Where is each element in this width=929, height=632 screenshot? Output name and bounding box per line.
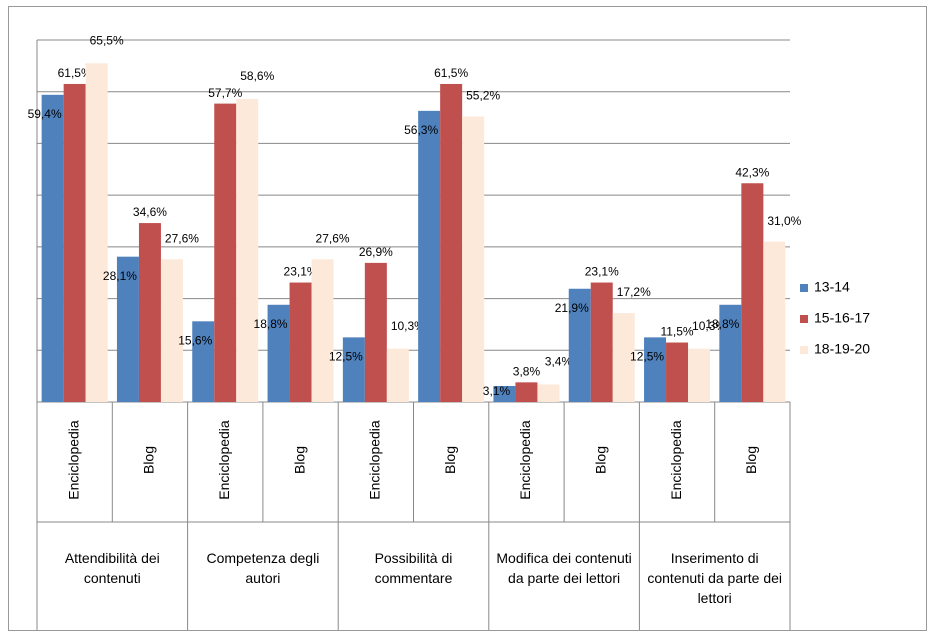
data-label: 58,6% bbox=[240, 69, 274, 83]
data-label: 10,3% bbox=[391, 319, 425, 333]
bar bbox=[267, 304, 290, 402]
bar bbox=[236, 98, 259, 402]
data-label: 34,6% bbox=[133, 205, 167, 219]
x-tick-label: Blog bbox=[743, 446, 759, 474]
bar bbox=[116, 256, 139, 402]
bar bbox=[418, 110, 441, 402]
data-label: 59,4% bbox=[28, 107, 62, 121]
bar bbox=[386, 348, 409, 402]
x-tick-label: Enciclopedia bbox=[668, 420, 684, 500]
data-label: 55,2% bbox=[466, 89, 500, 103]
data-label: 3,4% bbox=[545, 355, 573, 369]
legend-label: 15-16-17 bbox=[814, 310, 870, 326]
bar bbox=[462, 116, 485, 402]
data-label: 26,9% bbox=[359, 245, 393, 259]
bar bbox=[138, 223, 161, 402]
bar bbox=[342, 337, 365, 402]
data-label: 21,9% bbox=[555, 301, 589, 315]
bar bbox=[364, 262, 387, 402]
legend-swatch bbox=[800, 315, 808, 323]
bar bbox=[666, 342, 689, 402]
bar bbox=[63, 83, 86, 402]
legend-swatch bbox=[800, 284, 808, 292]
bar bbox=[289, 282, 312, 402]
data-label: 65,5% bbox=[90, 33, 124, 47]
data-label: 28,1% bbox=[103, 269, 137, 283]
data-label: 12,5% bbox=[630, 350, 664, 364]
data-label: 27,6% bbox=[165, 231, 199, 245]
bar bbox=[85, 63, 108, 403]
x-tick-label: Enciclopedia bbox=[517, 420, 533, 500]
bar bbox=[763, 241, 786, 402]
data-label: 56,3% bbox=[404, 123, 438, 137]
bar bbox=[590, 282, 613, 402]
group-label: Attendibilità dei contenuti bbox=[64, 550, 160, 586]
bar bbox=[741, 183, 764, 402]
x-tick-label: Enciclopedia bbox=[216, 420, 232, 500]
data-label: 12,5% bbox=[329, 350, 363, 364]
bar bbox=[612, 313, 635, 402]
data-label: 3,8% bbox=[513, 365, 541, 379]
bar bbox=[440, 83, 463, 402]
bar bbox=[41, 94, 64, 403]
legend-label: 13-14 bbox=[814, 279, 850, 295]
bar bbox=[192, 321, 215, 402]
data-label: 57,7% bbox=[208, 86, 242, 100]
legend-swatch bbox=[800, 346, 808, 354]
group-label: Modifica dei contenuti da parte dei lett… bbox=[496, 550, 632, 586]
data-label: 11,5% bbox=[660, 325, 693, 339]
data-label: 61,5% bbox=[434, 66, 468, 80]
bar bbox=[493, 385, 516, 402]
bar bbox=[160, 259, 183, 402]
group-label: Competenza degli autori bbox=[206, 550, 320, 586]
bar bbox=[515, 382, 538, 402]
x-tick-label: Enciclopedia bbox=[65, 420, 81, 500]
x-tick-label: Enciclopedia bbox=[367, 420, 383, 500]
data-label: 42,3% bbox=[735, 165, 769, 179]
data-label: 31,0% bbox=[767, 214, 801, 228]
data-label: 27,6% bbox=[316, 231, 350, 245]
x-tick-label: Blog bbox=[291, 446, 307, 474]
group-label: Possibilità di commentare bbox=[374, 550, 453, 586]
data-label: 61,5% bbox=[58, 66, 92, 80]
x-tick-label: Blog bbox=[592, 446, 608, 474]
legend-label: 18-19-20 bbox=[814, 341, 870, 357]
bar bbox=[568, 288, 591, 402]
x-tick-label: Blog bbox=[141, 446, 157, 474]
group-label: Inserimento di contenuti da parte dei le… bbox=[647, 550, 783, 606]
bar bbox=[644, 337, 667, 402]
bar bbox=[537, 384, 560, 402]
data-label: 18,8% bbox=[705, 317, 739, 331]
bar bbox=[311, 259, 334, 402]
chart-border bbox=[8, 6, 927, 631]
data-label: 10,3% bbox=[692, 319, 726, 333]
data-label: 15,6% bbox=[178, 333, 212, 347]
bar bbox=[214, 103, 237, 402]
data-label: 23,1% bbox=[284, 265, 318, 279]
x-tick-label: Blog bbox=[442, 446, 458, 474]
bar bbox=[719, 304, 742, 402]
data-label: 18,8% bbox=[254, 317, 288, 331]
data-label: 3,1% bbox=[483, 384, 511, 398]
bar bbox=[688, 348, 711, 402]
data-label: 17,2% bbox=[617, 285, 651, 299]
data-label: 23,1% bbox=[585, 265, 619, 279]
